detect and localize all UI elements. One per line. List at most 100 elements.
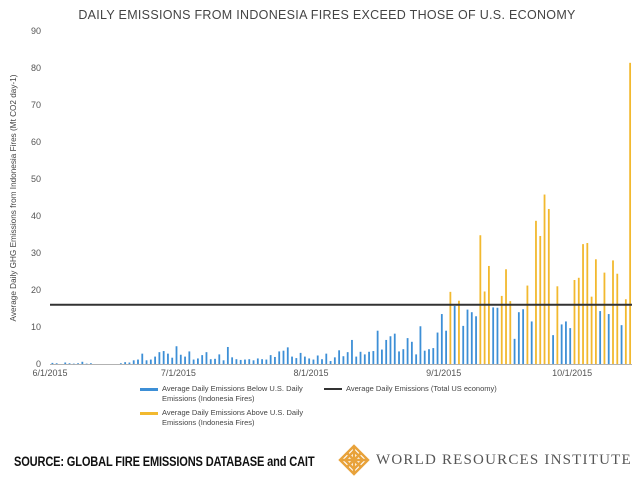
bar-below — [149, 359, 152, 364]
bar-below — [428, 349, 430, 364]
bar-below — [346, 352, 349, 364]
bar-below — [299, 352, 302, 364]
bar-below — [239, 359, 242, 364]
y-tick-label: 0 — [36, 359, 41, 369]
bar-below — [445, 330, 447, 364]
bar-above — [556, 286, 559, 364]
bar-below — [72, 363, 75, 365]
bar-below — [376, 330, 379, 364]
bar-below — [154, 356, 156, 364]
bar-above — [479, 235, 482, 364]
bar-below — [286, 347, 289, 364]
bar-below — [381, 349, 383, 364]
y-tick-label: 60 — [31, 137, 41, 147]
y-tick-label: 90 — [31, 26, 41, 36]
bar-above — [629, 62, 632, 364]
bar-below — [119, 363, 122, 364]
bar-below — [522, 309, 525, 364]
y-tick-label: 30 — [31, 248, 41, 258]
bar-above — [547, 208, 550, 364]
bar-below — [261, 359, 263, 364]
bar-below — [325, 353, 328, 364]
bar-below — [466, 309, 469, 364]
y-tick-label: 10 — [31, 322, 41, 332]
wri-name: WORLD RESOURCES INSTITUTE — [376, 452, 632, 468]
bar-below — [470, 312, 473, 364]
legend-swatch-threshold — [324, 388, 342, 390]
bar-below — [124, 362, 127, 364]
bar-above — [603, 272, 606, 364]
bar-above — [509, 301, 512, 364]
bar-below — [158, 352, 161, 364]
bar-below — [179, 354, 182, 364]
bar-above — [590, 296, 593, 364]
bar-below — [462, 325, 465, 364]
legend-swatch-above — [140, 412, 158, 415]
bar-below — [436, 332, 439, 364]
bar-below — [188, 351, 191, 364]
bar-below — [162, 351, 165, 364]
bar-below — [214, 358, 216, 364]
bar-below — [342, 356, 345, 364]
bar-below — [338, 350, 341, 364]
bar-below — [291, 356, 293, 364]
bar-below — [137, 359, 139, 364]
bar-below — [68, 363, 71, 364]
bar-below — [333, 357, 336, 364]
bar-below — [141, 353, 144, 364]
bar-below — [269, 355, 272, 364]
bar-above — [488, 265, 490, 364]
bar-below — [197, 358, 199, 364]
bar-above — [594, 259, 597, 364]
bar-below — [201, 355, 204, 364]
bar-above — [624, 299, 627, 364]
legend-swatch-below — [140, 388, 158, 391]
legend-label-below: Average Daily Emissions Below U.S. Daily… — [162, 384, 303, 403]
emissions-chart: DAILY EMISSIONS FROM INDONESIA FIRES EXC… — [9, 8, 632, 378]
bar-above — [449, 291, 452, 364]
y-tick-label: 80 — [31, 63, 41, 73]
bar-below — [171, 357, 174, 364]
bar-below — [359, 351, 362, 364]
bar-below — [145, 360, 148, 364]
bar-below — [77, 363, 79, 364]
bar-below — [265, 359, 268, 364]
bar-below — [55, 363, 58, 364]
bar-below — [282, 350, 285, 364]
bar-below — [599, 311, 602, 364]
legend-label-above: Average Daily Emissions Above U.S. Daily… — [162, 408, 304, 427]
bar-below — [415, 354, 418, 364]
y-axis-label: Average Daily GHG Emissions from Indones… — [9, 74, 18, 321]
legend-label-threshold: Average Daily Emissions (Total US econom… — [346, 384, 497, 393]
bar-below — [316, 355, 319, 364]
x-tick-label: 10/1/2015 — [552, 368, 592, 378]
bar-below — [398, 351, 400, 364]
bar-above — [500, 295, 503, 364]
bar-above — [577, 277, 580, 364]
bar-below — [235, 359, 238, 364]
bar-below — [517, 312, 520, 364]
bar-above — [505, 269, 507, 364]
bar-below — [530, 321, 533, 364]
bar-below — [132, 360, 135, 364]
bar-above — [612, 260, 614, 364]
bar-below — [64, 362, 67, 364]
x-tick-label: 6/1/2015 — [32, 368, 67, 378]
x-axis: 6/1/2015 7/1/2015 8/1/2015 9/1/2015 10/1/201… — [32, 364, 632, 378]
bar-below — [385, 339, 388, 364]
bar-below — [329, 361, 332, 364]
bar-below — [274, 356, 276, 364]
bar-below — [432, 348, 435, 364]
bar-below — [128, 362, 131, 364]
bar-below — [372, 351, 375, 364]
bar-below — [492, 307, 495, 364]
bar-below — [402, 349, 405, 364]
bar-below — [569, 328, 572, 364]
bar-below — [552, 335, 554, 364]
bar-below — [368, 351, 370, 364]
bar-below — [81, 361, 84, 364]
bar-below — [321, 359, 323, 364]
bar-below — [192, 359, 195, 364]
bar-below — [248, 359, 251, 364]
bar-above — [535, 220, 537, 364]
